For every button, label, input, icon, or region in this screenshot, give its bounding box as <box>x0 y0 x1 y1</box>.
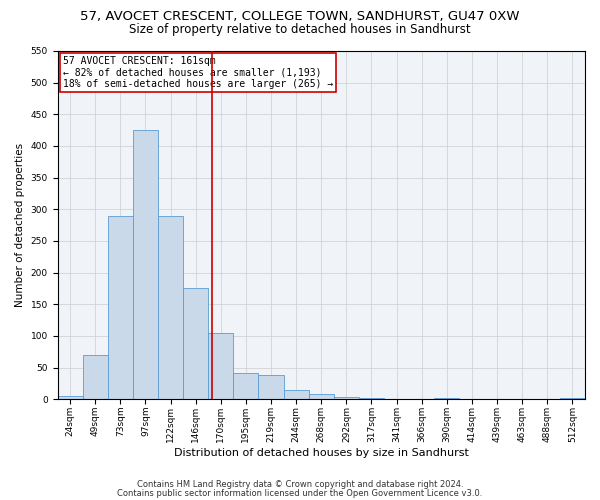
Text: 57 AVOCET CRESCENT: 161sqm
← 82% of detached houses are smaller (1,193)
18% of s: 57 AVOCET CRESCENT: 161sqm ← 82% of deta… <box>63 56 333 90</box>
Text: Contains HM Land Registry data © Crown copyright and database right 2024.: Contains HM Land Registry data © Crown c… <box>137 480 463 489</box>
Bar <box>83 355 108 400</box>
Bar <box>158 216 183 400</box>
Text: Contains public sector information licensed under the Open Government Licence v3: Contains public sector information licen… <box>118 488 482 498</box>
Bar <box>208 333 233 400</box>
Bar <box>183 288 208 400</box>
Text: Size of property relative to detached houses in Sandhurst: Size of property relative to detached ho… <box>129 22 471 36</box>
Bar <box>434 398 460 400</box>
Bar <box>233 372 259 400</box>
Bar <box>359 398 384 400</box>
Bar <box>309 394 334 400</box>
Bar <box>108 216 133 400</box>
Bar <box>284 390 309 400</box>
Y-axis label: Number of detached properties: Number of detached properties <box>15 143 25 307</box>
X-axis label: Distribution of detached houses by size in Sandhurst: Distribution of detached houses by size … <box>174 448 469 458</box>
Bar <box>560 398 585 400</box>
Text: 57, AVOCET CRESCENT, COLLEGE TOWN, SANDHURST, GU47 0XW: 57, AVOCET CRESCENT, COLLEGE TOWN, SANDH… <box>80 10 520 23</box>
Bar <box>259 376 284 400</box>
Bar <box>58 396 83 400</box>
Bar <box>334 398 359 400</box>
Bar <box>384 398 409 400</box>
Bar <box>133 130 158 400</box>
